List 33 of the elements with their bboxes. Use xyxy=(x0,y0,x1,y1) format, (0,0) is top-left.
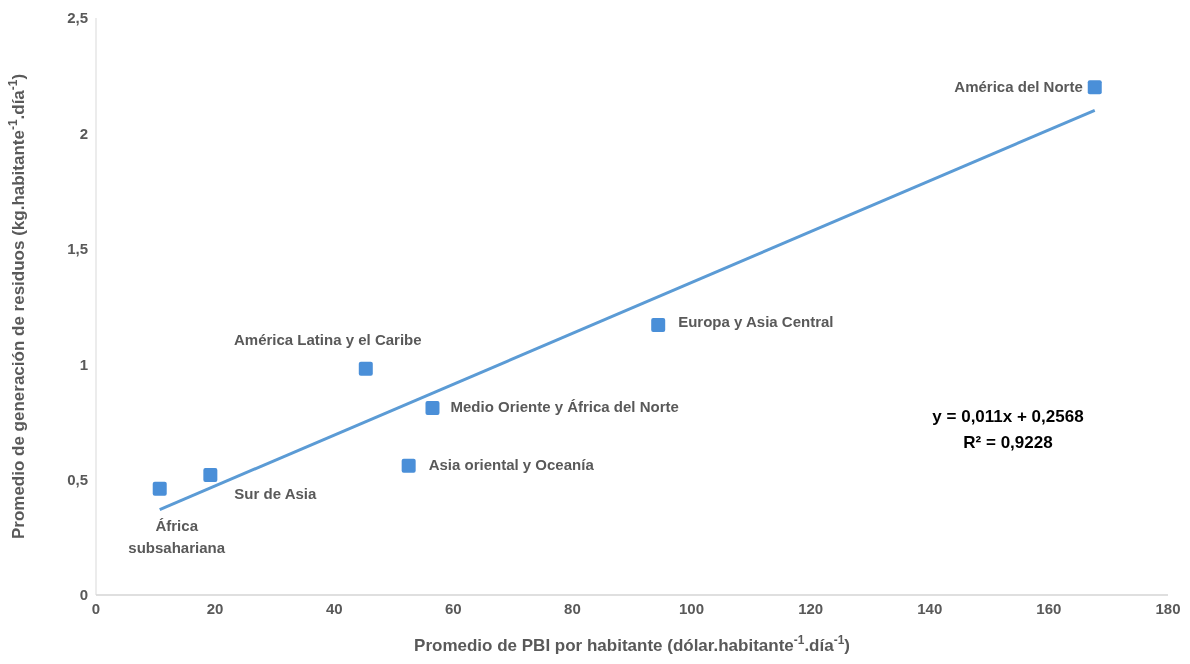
point xyxy=(425,401,440,416)
annotation: África subsahariana xyxy=(128,516,226,556)
y-tick-label: 0 xyxy=(79,586,88,604)
x-tick-label: 120 xyxy=(798,599,824,617)
x-tick-label: 100 xyxy=(679,599,705,617)
y-tick-label: 1,5 xyxy=(67,240,88,258)
point xyxy=(203,467,218,482)
annotation: R² = 0,9228 xyxy=(962,432,1054,454)
point xyxy=(1087,80,1102,95)
y-tick-label: 1 xyxy=(79,355,88,373)
y-tick-label: 2 xyxy=(79,124,88,142)
annotation: Sur de Asia xyxy=(234,484,317,502)
point xyxy=(651,317,666,332)
y-tick-label: 0,5 xyxy=(67,470,88,488)
annotation: América del Norte xyxy=(954,78,1083,96)
x-tick-label: 60 xyxy=(444,599,462,617)
x-tick-label: 40 xyxy=(325,599,343,617)
point xyxy=(401,458,416,473)
point xyxy=(152,481,167,496)
x-tick-label: 80 xyxy=(564,599,581,617)
point xyxy=(358,361,373,376)
y-tick-label: 2,5 xyxy=(67,9,88,27)
annotation: América Latina y el Caribe xyxy=(233,330,422,348)
annotation: y = 0,011x + 0,2568 xyxy=(931,406,1085,428)
annotation: Medio Oriente y África del Norte xyxy=(450,398,679,416)
x-tick-label: 140 xyxy=(917,599,943,617)
x-tick-label: 180 xyxy=(1155,599,1181,617)
x-tick-label: 20 xyxy=(206,599,224,617)
annotation: Europa y Asia Central xyxy=(678,312,834,330)
x-tick-label: 160 xyxy=(1036,599,1062,617)
x-tick-label: 0 xyxy=(91,599,101,617)
annotation: Asia oriental y Oceanía xyxy=(428,455,595,473)
x-axis-title: Promedio de PBI por habitante (dólar.habitante$^{-1}$.día$^{-1}$) xyxy=(414,633,850,655)
